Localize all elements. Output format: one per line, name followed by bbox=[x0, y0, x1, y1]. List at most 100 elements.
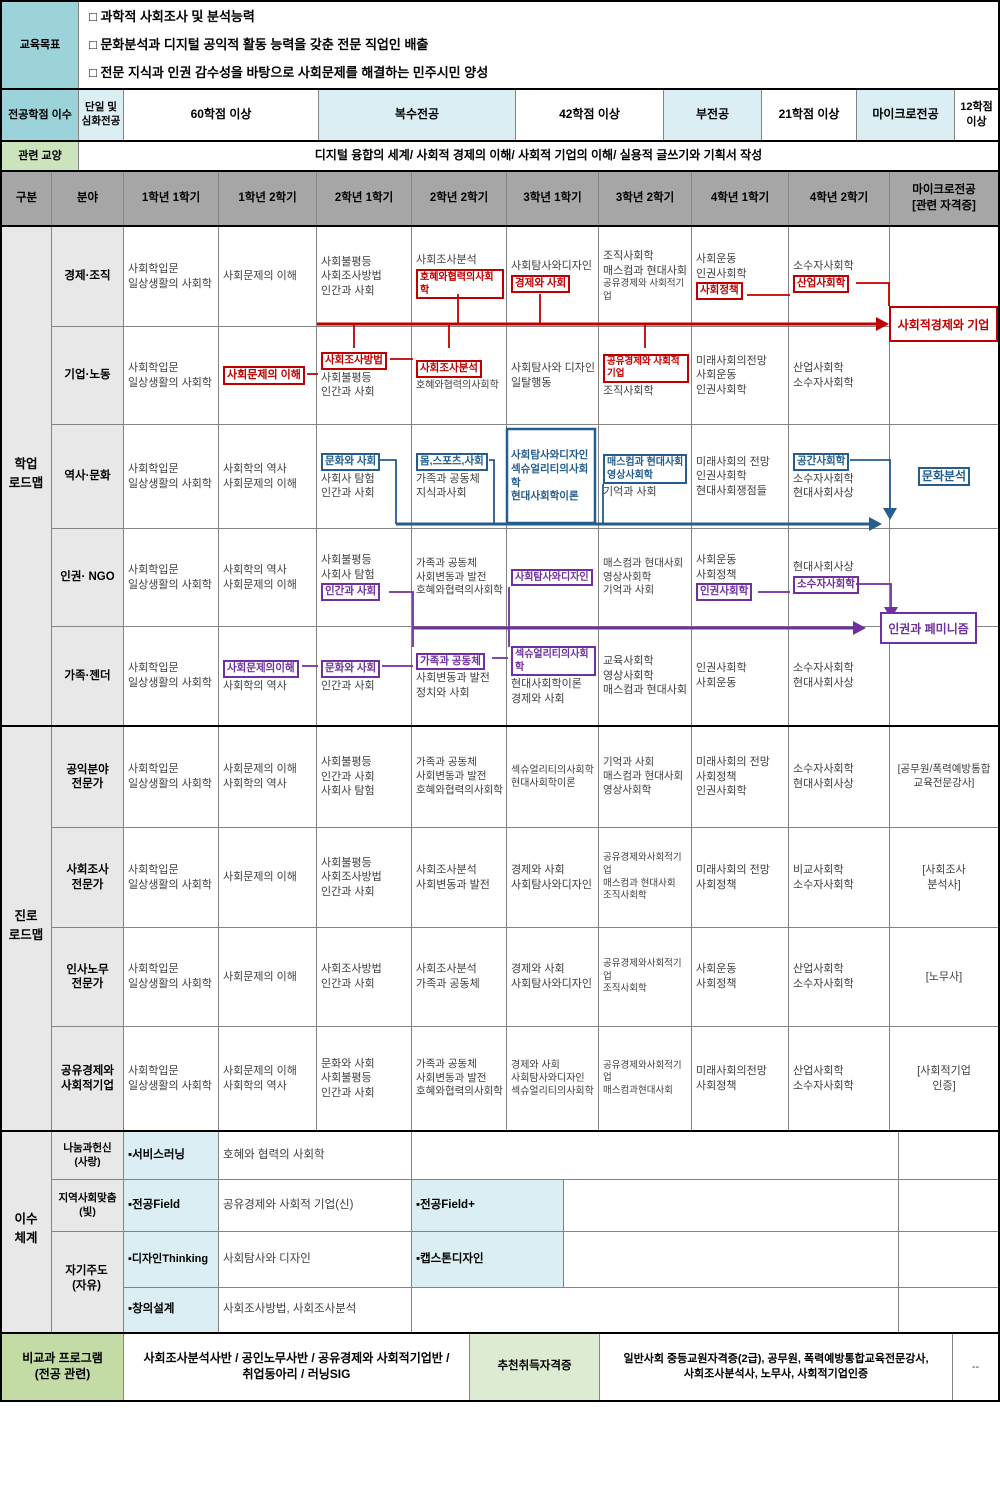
course-text: 사회학입문 일상생활의 사회학 bbox=[128, 662, 213, 689]
edu-goal-row: 교육목표 □ 과학적 사회조사 및 분석능력 □ 문화분석과 디지털 공익적 활… bbox=[2, 2, 998, 90]
course-box-red: 공유경제와 사회적기업 bbox=[603, 353, 689, 383]
course-cell: 사회학입문 일상생활의 사회학 bbox=[124, 828, 219, 928]
course-box-red: 사회조사분석 bbox=[416, 360, 482, 378]
field-label-self-directed: 자기주도 (자유) bbox=[52, 1232, 121, 1326]
micro-cert-text: [사회적기업 인증] bbox=[917, 1064, 971, 1092]
course-cell: 사회탐사와디자인 섹슈얼리티의사회학 현대사회학이론 bbox=[507, 425, 599, 529]
course-cell: 가족과 공동체 사회변동과 발전 호혜와협력의사회학 bbox=[412, 529, 507, 627]
course-text: 사회문제의 이해 bbox=[223, 871, 297, 884]
course-cell: 미래사회의 전망 인권사회학 현대사회쟁점들 bbox=[692, 425, 789, 529]
credit-label: 전공학점 이수 bbox=[2, 90, 79, 140]
field-text: 지역사회맞춤 (빛) bbox=[58, 1192, 117, 1218]
course-text: 미래사회의전망 사회정책 bbox=[696, 1064, 767, 1092]
course-cell: 경제와 사회 사회탐사와디자인 bbox=[507, 828, 599, 928]
liberal-row: 관련 교양 디지털 융합의 세계/ 사회적 경제의 이해/ 사회적 기업의 이해… bbox=[2, 142, 998, 172]
header-field: 분야 bbox=[52, 172, 124, 225]
course-cell: 사회불평등 사회사 탐험 인간과 사회 bbox=[317, 529, 412, 627]
course-text: 소수자사회학 현대사회사상 bbox=[793, 763, 854, 790]
recommended-cert-label: 추천취득자격증 bbox=[470, 1334, 600, 1400]
course-text: 사회불평등 사회조사방법 인간과 사회 bbox=[321, 255, 382, 297]
system-tag-text: ▪캡스톤디자인 bbox=[416, 1252, 484, 1265]
course-text: 미래사회의전망 사회운동 인권사회학 bbox=[696, 354, 767, 396]
field-label: 인권· NGO bbox=[52, 529, 124, 627]
field-text: 인사노무 전문가 bbox=[66, 963, 109, 990]
system-course-cell: 호혜와 협력의 사회학 bbox=[219, 1132, 412, 1180]
extra-programs: 사회조사분석사반 / 공인노무사반 / 공유경제와 사회적기업반 / 취업동아리… bbox=[124, 1334, 470, 1400]
course-cell: 몸,스포츠,사회 가족과 공동체 지식과사회 bbox=[412, 425, 507, 529]
credit-text: 복수전공 bbox=[394, 107, 440, 122]
course-text: 미래사회의 전망 사회정책 bbox=[696, 863, 770, 891]
course-cell: 사회학입문 일상생활의 사회학 bbox=[124, 425, 219, 529]
course-cell: 사회학의 역사 사회문제의 이해 bbox=[219, 425, 317, 529]
credit-cell-42: 42학점 이상 bbox=[516, 90, 664, 140]
course-cell: 사회탐사와디자인 경제와 사회 bbox=[507, 227, 599, 327]
empty-cell bbox=[899, 1288, 998, 1332]
course-cell: 산업사회학 소수자사회학 bbox=[789, 327, 890, 425]
credit-label-text: 전공학점 이수 bbox=[8, 108, 72, 121]
field-text: 자기주도 (자유) bbox=[65, 1265, 108, 1292]
header-text: 3학년 1학기 bbox=[523, 191, 582, 204]
course-cell: 사회문제의 이해 bbox=[219, 928, 317, 1027]
system-tag-cell: ▪전공Field bbox=[124, 1180, 219, 1232]
field-text: 인권· NGO bbox=[60, 571, 115, 584]
field-label: 공유경제와 사회적기업 bbox=[52, 1027, 124, 1130]
course-text: 사회운동 사회정책 bbox=[696, 963, 737, 990]
header-sem-4-1: 4학년 1학기 bbox=[692, 172, 789, 225]
course-cell: 소수자사회학 산업사회학 bbox=[789, 227, 890, 327]
header-text: 1학년 2학기 bbox=[238, 191, 297, 204]
course-cell: 사회운동 사회정책 bbox=[692, 928, 789, 1027]
course-box-purple: 사회탐사와디자인 bbox=[511, 569, 593, 586]
field-spacer bbox=[52, 1288, 124, 1332]
field-text: 사회조사 전문가 bbox=[66, 864, 109, 891]
header-sem-2-2: 2학년 2학기 bbox=[412, 172, 507, 225]
micro-target-social-economy: 사회적경제와 기업 bbox=[889, 306, 998, 342]
course-box-blue: 몸,스포츠,사회 bbox=[416, 453, 488, 471]
course-cell: 사회조사분석 가족과 공동체 bbox=[412, 928, 507, 1027]
credit-cell-60: 60학점 이상 bbox=[124, 90, 319, 140]
header-text: 2학년 1학기 bbox=[334, 191, 394, 204]
course-text: 사회문제의 이해 bbox=[223, 970, 297, 983]
course-text: 공유경제와사회적기업 조직사회학 bbox=[603, 958, 682, 995]
credit-text: 60학점 이상 bbox=[190, 107, 252, 122]
course-box-red: 호혜와협력의사회학 bbox=[416, 268, 504, 299]
system-row-creative: ▪창의설계 사회조사방법, 사회조사분석 bbox=[2, 1288, 998, 1332]
course-text: 교육사회학 영상사회학 매스컴과 현대사회 bbox=[603, 655, 688, 697]
micro-cell: [사회적기업 인증] bbox=[890, 1027, 998, 1130]
course-text: 조직사회학 매스컴과 현대사회 bbox=[603, 250, 688, 277]
course-cell: 현대사회사상 소수자사회학 bbox=[789, 529, 890, 627]
course-text: 가족과 공동체 사회변동과 발전 호혜와협력의사회학 bbox=[416, 1057, 503, 1098]
course-cell: 가족과 공동체 사회변동과 발전 정치와 사회 bbox=[412, 627, 507, 725]
header-text: 마이크로전공 [관련 자격증] bbox=[912, 184, 976, 212]
course-text: 경제와 사회 사회탐사와디자인 bbox=[511, 863, 592, 891]
field-label: 지역사회맞춤 (빛) bbox=[52, 1180, 124, 1232]
header-sem-1-1: 1학년 1학기 bbox=[124, 172, 219, 225]
course-cell: 매스컴과 현대사회 영상사회학 기억과 사회 bbox=[599, 529, 692, 627]
empty-cell bbox=[564, 1232, 899, 1288]
course-cell: 공유경제와사회적기업 매스컴과 현대사회 조직사회학 bbox=[599, 828, 692, 928]
extracurricular-row: 비교과 프로그램 (전공 관련) 사회조사분석사반 / 공인노무사반 / 공유경… bbox=[2, 1332, 998, 1400]
course-cell: 섹슈얼리티의사회학 현대사회학이론 경제와 사회 bbox=[507, 627, 599, 725]
course-text: 현대사회사상 bbox=[793, 561, 854, 574]
dash-cell: -- bbox=[953, 1334, 998, 1400]
header-gubun: 구분 bbox=[2, 172, 52, 225]
course-text: 문화와 사회 사회불평등 인간과 사회 bbox=[321, 1057, 375, 1099]
field-spacer bbox=[52, 1232, 124, 1288]
course-cell: 미래사회의 전망 사회정책 bbox=[692, 828, 789, 928]
course-text: 미래사회의 전망 사회정책 인권사회학 bbox=[696, 756, 770, 798]
course-cell: 사회학입문 일상생활의 사회학 bbox=[124, 227, 219, 327]
course-text: 미래사회의 전망 인권사회학 현대사회쟁점들 bbox=[696, 455, 770, 497]
micro-cell: [사회조사 분석사] bbox=[890, 828, 998, 928]
micro-cert-text: [사회조사 분석사] bbox=[922, 863, 966, 891]
gubun-spacer bbox=[2, 1232, 52, 1288]
header-sem-3-2: 3학년 2학기 bbox=[599, 172, 692, 225]
course-box-blue: 문화와 사회 bbox=[321, 453, 381, 471]
course-box-purple: 인간과 사회 bbox=[321, 583, 381, 601]
header-text: 4학년 1학기 bbox=[710, 191, 770, 204]
field-label: 공익분야 전문가 bbox=[52, 727, 124, 828]
course-text: 기억과 사회 매스컴과 현대사회 영상사회학 bbox=[603, 756, 684, 796]
course-text: 사회문제의 이해 사회학의 역사 bbox=[223, 763, 297, 790]
study-row-labor: 기업·노동 사회학입문 일상생활의 사회학 사회문제의 이해 사회조사방법 사회불… bbox=[2, 327, 998, 425]
header-text: 4학년 2학기 bbox=[809, 191, 869, 204]
header-text: 1학년 1학기 bbox=[141, 191, 201, 204]
course-cell: 사회문제의 이해 사회학의 역사 bbox=[219, 1027, 317, 1130]
